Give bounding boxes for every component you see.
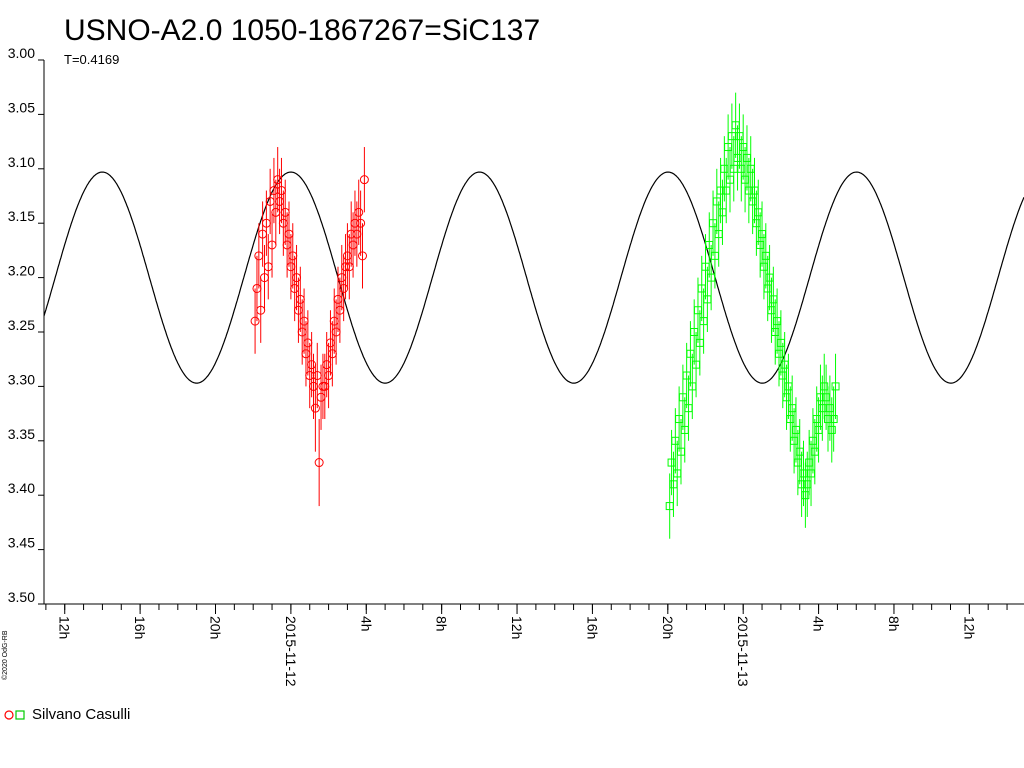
y-tick-label: 3.10	[8, 154, 35, 170]
x-tick-label: 8h	[886, 616, 902, 632]
x-tick-label: 2015-11-12	[283, 616, 299, 687]
x-tick-label: 20h	[208, 616, 224, 639]
legend-label: Silvano Casulli	[32, 706, 130, 723]
x-tick-label: 2015-11-13	[735, 616, 751, 687]
x-tick-label: 4h	[811, 616, 827, 632]
x-tick-label: 12h	[57, 616, 73, 639]
legend: Silvano Casulli	[4, 706, 130, 723]
legend-square-icon	[15, 710, 25, 720]
y-tick-label: 3.20	[8, 263, 35, 279]
x-tick-label: 16h	[132, 616, 148, 639]
credit-label: ©2020 OdG-RB	[1, 630, 9, 680]
legend-circle-icon	[4, 710, 14, 720]
x-tick-label: 12h	[961, 616, 977, 639]
data-point	[314, 458, 324, 468]
series-red-circles	[250, 147, 369, 507]
x-tick-label: 8h	[434, 616, 450, 632]
x-tick-label: 20h	[660, 616, 676, 639]
data-point	[831, 382, 840, 391]
series-green-squares	[665, 92, 840, 539]
y-tick-label: 3.45	[8, 535, 35, 551]
y-tick-label: 3.50	[8, 589, 35, 605]
y-tick-label: 3.00	[8, 45, 35, 61]
data-point	[310, 403, 320, 413]
y-tick-label: 3.25	[8, 317, 35, 333]
y-tick-label: 3.15	[8, 208, 35, 224]
data-point	[359, 175, 369, 185]
x-tick-label: 12h	[509, 616, 525, 639]
y-tick-label: 3.40	[8, 480, 35, 496]
data-point	[356, 218, 366, 228]
period-label: T=0.4169	[64, 52, 119, 67]
data-point	[358, 251, 367, 261]
x-tick-label: 4h	[358, 616, 374, 632]
model-curve	[43, 171, 1024, 384]
y-tick-label: 3.30	[8, 371, 35, 387]
data-point	[827, 425, 836, 434]
y-tick-label: 3.35	[8, 426, 35, 442]
chart-title: USNO-A2.0 1050-1867267=SiC137	[64, 14, 540, 47]
data-point	[250, 316, 260, 326]
x-axis-ticks: 12h 16h 20h 2015-11-12 4h 8h 12h 16h 20h 2015-11-…	[45, 604, 1008, 687]
data-point	[829, 415, 838, 424]
y-axis-ticks: 3.00 3.05 3.10 3.15 3.20 3.25 3.30 3.35 3.40 3.45…	[8, 45, 44, 605]
y-tick-label: 3.05	[8, 99, 35, 115]
x-tick-label: 16h	[584, 616, 600, 639]
data-point	[354, 207, 364, 217]
